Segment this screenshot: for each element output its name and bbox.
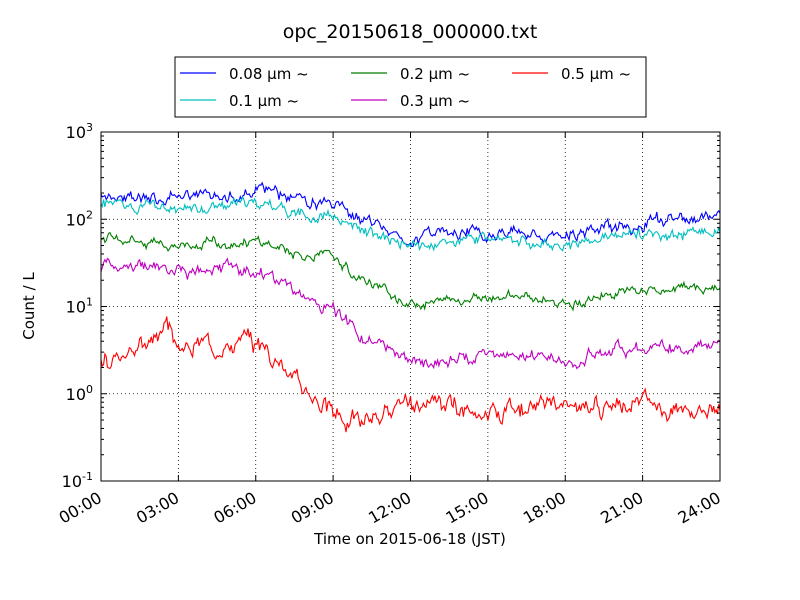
axis-ticks	[100, 131, 721, 482]
legend: 0.08 μm ~ 0.1 μm ~ 0.2 μm ~ 0.3 μm ~ 0.5 μm …	[174, 56, 647, 118]
series-line	[100, 231, 721, 312]
y-tick-labels: 10-1 100 101 102 103	[62, 121, 93, 491]
legend-label: 0.3 μm ~	[400, 92, 470, 110]
legend-label: 0.5 μm ~	[561, 65, 631, 83]
legend-label: 0.1 μm ~	[229, 92, 299, 110]
y-axis-label: Count / L	[20, 272, 38, 340]
chart-title: opc_20150618_000000.txt	[283, 21, 538, 43]
series-line	[100, 257, 721, 370]
y-tick-label: 103	[66, 121, 93, 142]
plot-lines	[100, 181, 721, 433]
y-tick-label: 100	[66, 383, 93, 404]
series-line	[100, 195, 721, 252]
y-tick-label: 10-1	[62, 470, 93, 491]
y-tick-label: 102	[66, 208, 93, 229]
legend-frame	[174, 56, 647, 118]
series-line	[100, 181, 721, 248]
y-tick-label: 101	[66, 296, 93, 317]
legend-label: 0.2 μm ~	[400, 65, 470, 83]
legend-label: 0.08 μm ~	[229, 65, 309, 83]
series-line	[100, 316, 721, 433]
x-axis-label: Time on 2015-06-18 (JST)	[313, 530, 506, 548]
